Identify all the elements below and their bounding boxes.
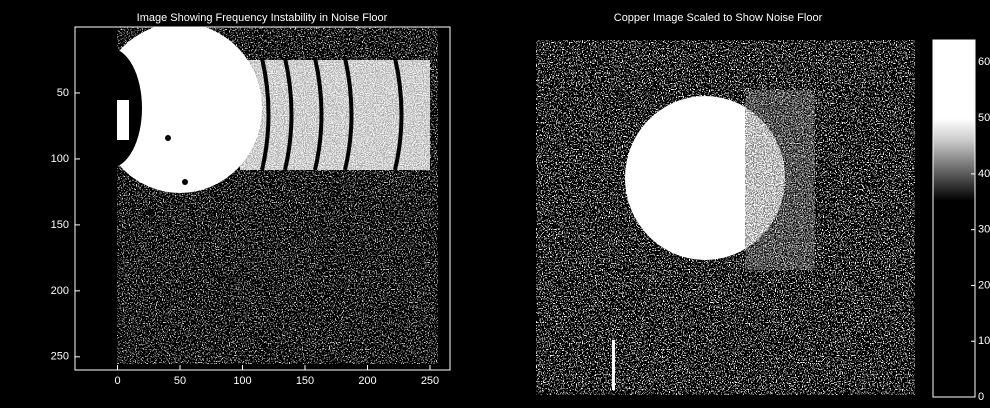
y-tick-label: 50 [57,87,69,99]
colorbar-tick-label: 20 [978,279,990,291]
colorbar-tick-label: 30 [978,224,990,236]
y-tick-label: 100 [51,153,69,165]
chart-title: Image Showing Frequency Instability in N… [137,12,388,24]
colorbar-tick-label: 50 [978,112,990,124]
y-tick-label: 250 [51,351,69,363]
chart-title: Copper Image Scaled to Show Noise Floor [614,12,823,24]
x-tick-label: 150 [296,375,314,387]
colorbar-tick-label: 0 [978,391,984,403]
colorbar-tick-label: 60 [978,56,990,68]
image-right [536,40,915,395]
image-left [117,27,438,364]
x-tick-label: 250 [421,375,439,387]
y-tick-label: 200 [51,285,69,297]
x-tick-label: 100 [233,375,251,387]
colorbar-tick-label: 10 [978,335,990,347]
x-tick-label: 200 [358,375,376,387]
colorbar-tick-label: 40 [978,168,990,180]
colorbar [932,39,976,398]
x-tick-label: 50 [174,375,186,387]
axes-box [74,26,451,371]
x-tick-label: 0 [114,375,120,387]
y-tick-label: 150 [51,219,69,231]
